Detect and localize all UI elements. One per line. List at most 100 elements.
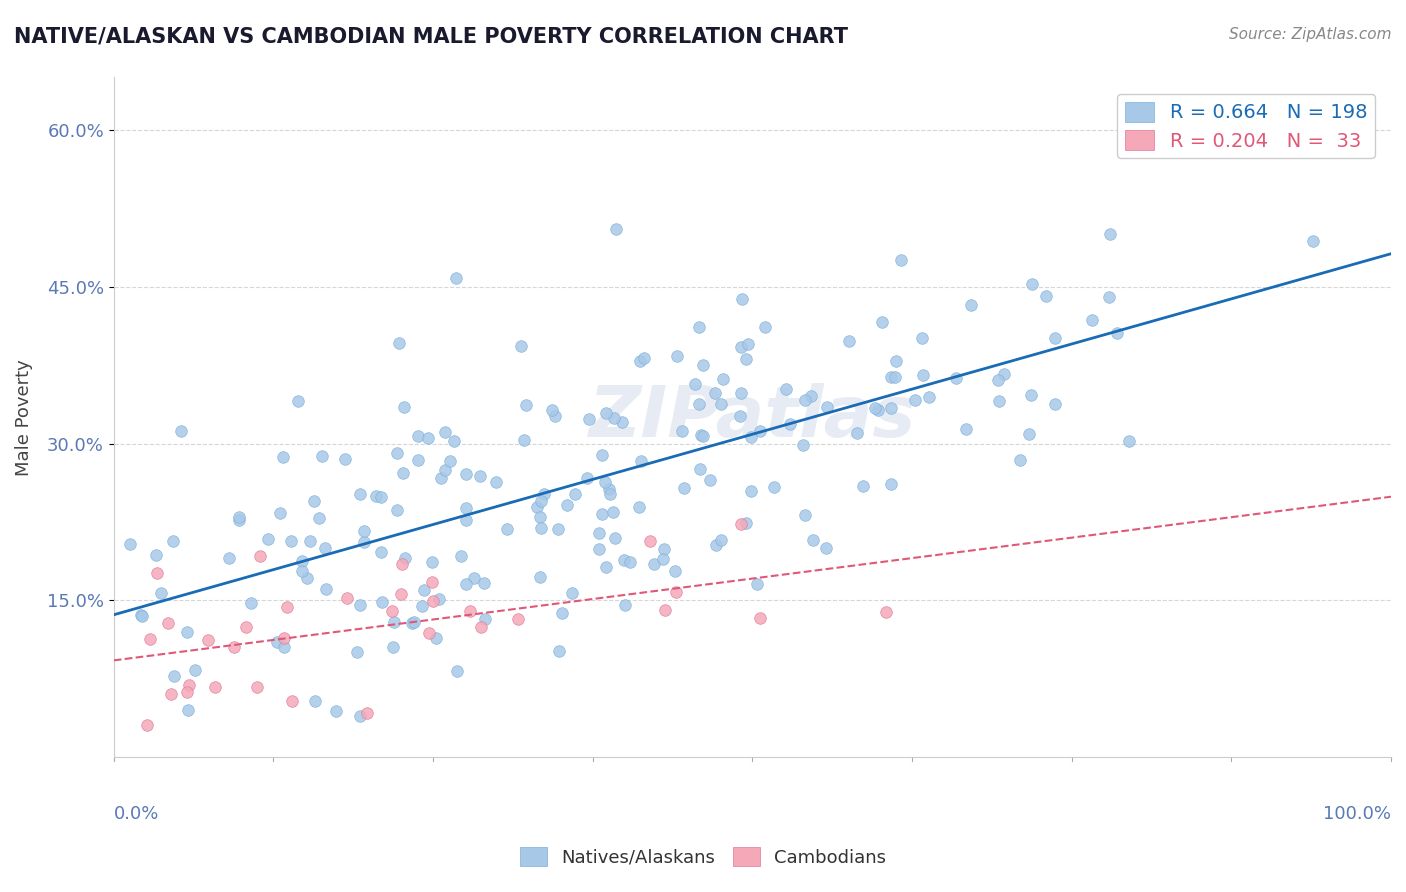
- Point: [304, 694, 326, 708]
- Point: [564, 486, 586, 500]
- Point: [638, 533, 661, 548]
- Point: [945, 371, 967, 385]
- Point: [418, 626, 440, 640]
- Point: [197, 633, 219, 648]
- Point: [402, 615, 425, 629]
- Point: [544, 409, 567, 424]
- Point: [959, 298, 981, 312]
- Point: [256, 532, 278, 546]
- Point: [918, 390, 941, 404]
- Text: NATIVE/ALASKAN VS CAMBODIAN MALE POVERTY CORRELATION CHART: NATIVE/ALASKAN VS CAMBODIAN MALE POVERTY…: [14, 27, 848, 46]
- Point: [302, 494, 325, 508]
- Point: [651, 552, 673, 566]
- Text: 0.0%: 0.0%: [114, 805, 159, 823]
- Point: [613, 553, 636, 567]
- Point: [561, 585, 583, 599]
- Point: [794, 508, 817, 522]
- Point: [619, 555, 641, 569]
- Legend: R = 0.664   N = 198, R = 0.204   N =  33: R = 0.664 N = 198, R = 0.204 N = 33: [1118, 94, 1375, 159]
- Point: [385, 503, 408, 517]
- Point: [433, 463, 456, 477]
- Point: [420, 574, 443, 589]
- Point: [683, 377, 706, 392]
- Point: [456, 577, 478, 591]
- Point: [775, 382, 797, 396]
- Point: [665, 584, 688, 599]
- Point: [633, 351, 655, 365]
- Point: [740, 430, 762, 444]
- Point: [515, 398, 537, 412]
- Point: [603, 411, 626, 425]
- Point: [246, 681, 269, 695]
- Point: [688, 397, 710, 411]
- Point: [287, 394, 309, 409]
- Point: [266, 635, 288, 649]
- Point: [470, 469, 492, 483]
- Point: [728, 409, 751, 423]
- Point: [472, 576, 495, 591]
- Point: [599, 487, 621, 501]
- Point: [880, 477, 903, 491]
- Point: [176, 685, 198, 699]
- Text: Source: ZipAtlas.com: Source: ZipAtlas.com: [1229, 27, 1392, 42]
- Point: [987, 394, 1010, 409]
- Point: [513, 434, 536, 448]
- Point: [879, 401, 901, 416]
- Point: [883, 370, 905, 384]
- Point: [666, 350, 689, 364]
- Point: [391, 558, 413, 572]
- Point: [381, 604, 404, 618]
- Point: [1122, 129, 1144, 144]
- Point: [413, 582, 436, 597]
- Point: [664, 564, 686, 578]
- Point: [530, 494, 553, 508]
- Point: [547, 521, 569, 535]
- Point: [689, 428, 711, 442]
- Point: [433, 425, 456, 439]
- Point: [588, 526, 610, 541]
- Point: [689, 461, 711, 475]
- Point: [454, 513, 477, 527]
- Point: [734, 516, 756, 530]
- Point: [408, 452, 430, 467]
- Point: [346, 644, 368, 658]
- Point: [401, 615, 423, 630]
- Point: [530, 521, 553, 535]
- Point: [652, 542, 675, 557]
- Point: [602, 505, 624, 519]
- Point: [311, 449, 333, 463]
- Point: [1043, 331, 1066, 345]
- Point: [762, 480, 785, 494]
- Point: [731, 293, 754, 307]
- Text: ZIPatlas: ZIPatlas: [589, 383, 917, 452]
- Point: [308, 511, 330, 525]
- Point: [162, 534, 184, 549]
- Point: [139, 632, 162, 647]
- Point: [671, 424, 693, 438]
- Point: [880, 369, 903, 384]
- Point: [273, 631, 295, 645]
- Point: [276, 600, 298, 615]
- Point: [392, 466, 415, 480]
- Point: [737, 337, 759, 351]
- Point: [427, 592, 450, 607]
- Point: [353, 524, 375, 539]
- Point: [146, 566, 169, 580]
- Point: [218, 550, 240, 565]
- Point: [868, 403, 890, 417]
- Point: [710, 397, 733, 411]
- Point: [291, 554, 314, 568]
- Point: [411, 599, 433, 613]
- Point: [987, 373, 1010, 387]
- Point: [1105, 326, 1128, 340]
- Point: [801, 533, 824, 548]
- Point: [673, 481, 696, 495]
- Point: [692, 429, 714, 443]
- Point: [349, 486, 371, 500]
- Point: [506, 611, 529, 625]
- Text: 100.0%: 100.0%: [1323, 805, 1391, 823]
- Y-axis label: Male Poverty: Male Poverty: [15, 359, 32, 475]
- Point: [495, 522, 517, 536]
- Point: [838, 334, 860, 348]
- Point: [387, 446, 409, 460]
